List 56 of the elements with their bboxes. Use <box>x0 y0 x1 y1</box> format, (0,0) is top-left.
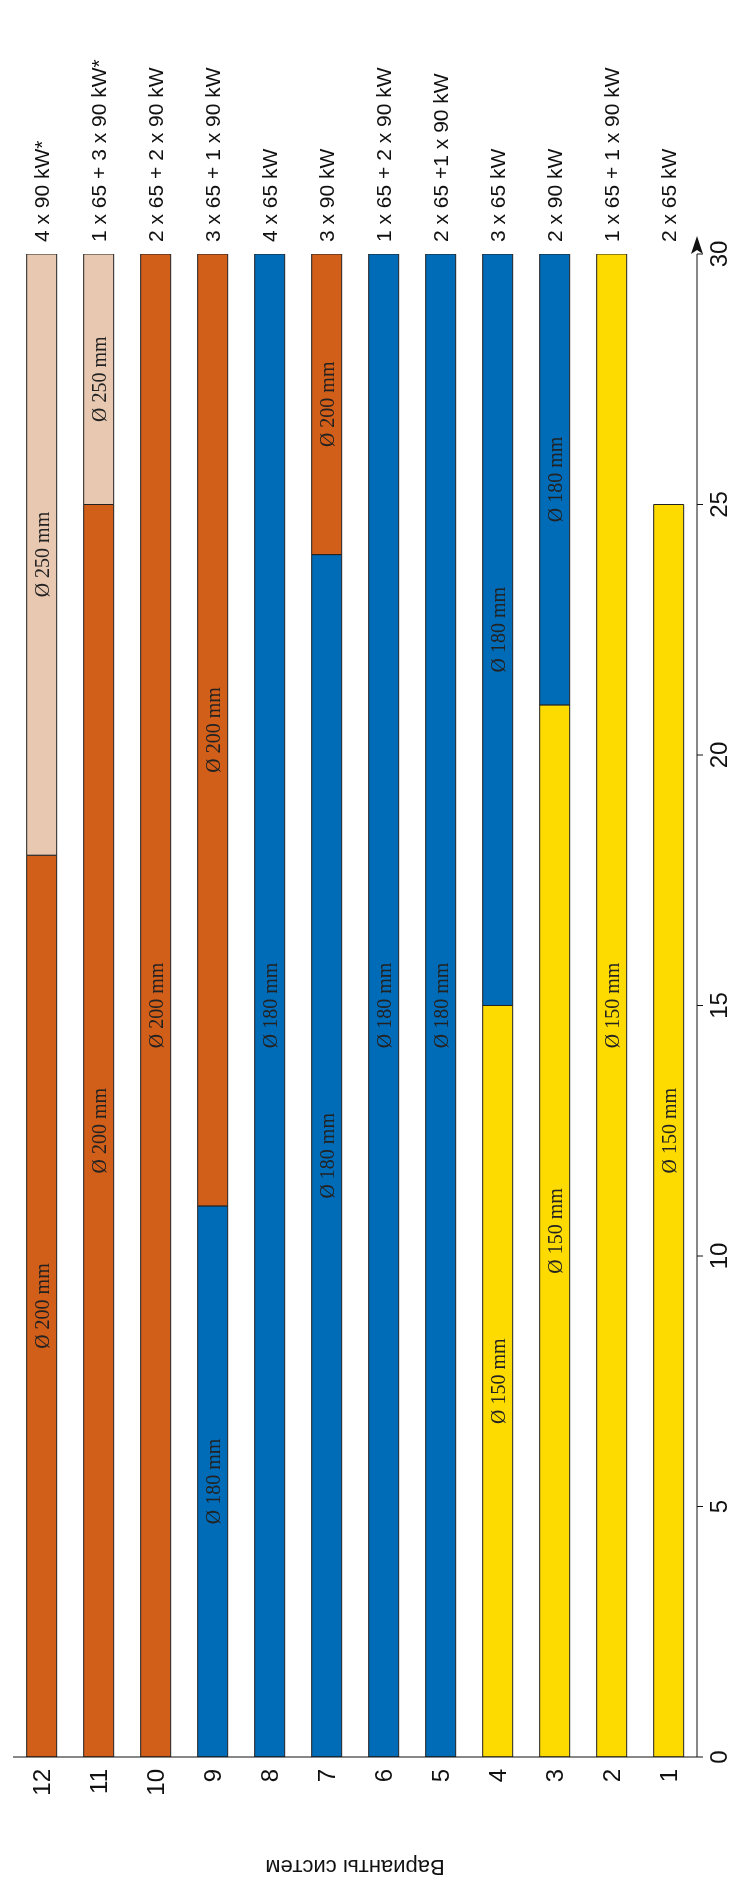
series-label: Ø 250 mm <box>30 511 53 598</box>
text: 2 x 90 kW <box>542 148 566 242</box>
series-label: Ø 180 mm <box>486 586 509 673</box>
x-axis-title: Варианты систем <box>265 1855 445 1881</box>
text: Ø 150 mm <box>543 1188 566 1274</box>
text: 3 x 65 + 1 x 90 kW <box>200 67 224 242</box>
y-tick-label: 15 <box>705 992 732 1019</box>
text: 2 x 65 +1 x 90 kW <box>428 73 452 242</box>
bar <box>254 254 286 1757</box>
x-tick-label: 4 <box>483 1769 511 1783</box>
x-tick-label: 9 <box>198 1769 226 1783</box>
text: Ø 150 mm <box>657 1087 680 1174</box>
bar <box>596 254 628 1757</box>
x-tick-label: 6 <box>369 1769 397 1783</box>
x-tick-label: 8 <box>255 1769 283 1783</box>
text: Ø 150 mm <box>600 962 623 1049</box>
y-tick-label: 0 <box>705 1750 732 1764</box>
bar <box>425 254 457 1757</box>
text: 4 x 90 kW* <box>29 140 53 242</box>
bar <box>140 254 172 1757</box>
y-tick-label: 20 <box>705 741 732 769</box>
text: 1 x 65 + 2 x 90 kW <box>371 67 395 242</box>
bar <box>653 504 685 1757</box>
text: 1 x 65 + 3 x 90 kW* <box>86 59 110 242</box>
text: Ø 180 mm <box>429 962 452 1049</box>
text: Ø 180 mm <box>258 962 281 1049</box>
text: 2 x 65 + 2 x 90 kW <box>143 67 167 242</box>
text: Ø 200 mm <box>315 361 338 448</box>
series-label: Ø 150 mm <box>486 1338 509 1425</box>
x-tick-label: 1 <box>654 1769 682 1783</box>
text: Ø 200 mm <box>144 962 167 1049</box>
text: Ø 180 mm <box>201 1438 224 1525</box>
text: 3 x 90 kW <box>314 148 338 242</box>
text: 3 x 65 kW <box>485 148 509 242</box>
text: Ø 180 mm <box>372 962 395 1049</box>
y-tick-label: 30 <box>705 240 732 268</box>
text: 1 x 65 + 1 x 90 kW <box>599 67 623 242</box>
text: Ø 200 mm <box>87 1087 110 1174</box>
text: Ø 180 mm <box>315 1113 338 1199</box>
y-tick-label: 25 <box>705 491 732 518</box>
x-tick-label: 10 <box>141 1769 169 1796</box>
y-tick-label: 10 <box>705 1242 732 1270</box>
x-tick-label: 12 <box>27 1769 55 1796</box>
y-tick-label: 5 <box>705 1499 732 1514</box>
text: 4 x 65 kW <box>257 148 281 242</box>
bar <box>368 254 400 1757</box>
x-tick-label: 2 <box>597 1769 625 1783</box>
x-tick-label: 5 <box>426 1769 454 1783</box>
text: Ø 250 mm <box>87 336 110 423</box>
text: Ø 200 mm <box>201 687 224 773</box>
x-tick-label: 11 <box>84 1769 112 1794</box>
series-label: Ø 200 mm <box>30 1262 53 1349</box>
x-tick-label: 7 <box>312 1769 340 1783</box>
text: 2 x 65 kW <box>656 148 680 242</box>
x-tick-label: 3 <box>540 1769 568 1783</box>
text: Ø 180 mm <box>543 436 566 523</box>
